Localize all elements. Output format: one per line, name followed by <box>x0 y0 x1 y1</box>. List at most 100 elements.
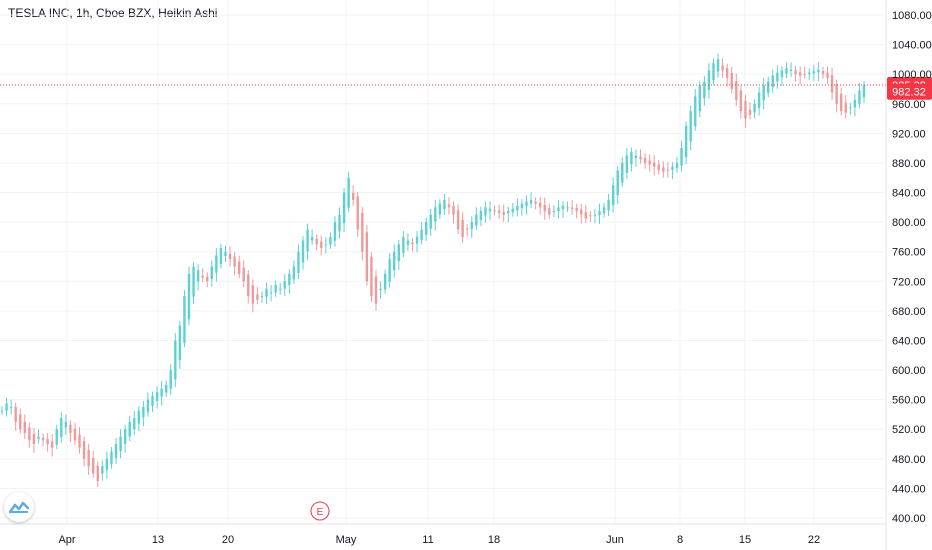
y-tick-label: 520.00 <box>892 424 926 436</box>
candle-body <box>830 75 834 93</box>
candle-body <box>762 85 765 101</box>
candle-body <box>666 169 670 171</box>
x-tick-label: Apr <box>58 534 75 546</box>
candle-body <box>196 270 200 282</box>
candle-body <box>780 70 784 78</box>
candle-body <box>835 83 838 104</box>
candle-body <box>475 214 478 226</box>
candle-body <box>739 90 743 112</box>
candle-body <box>324 244 328 246</box>
candle-body <box>662 167 665 172</box>
candle-body <box>789 69 793 72</box>
candle-body <box>210 266 213 280</box>
candle-body <box>242 267 245 282</box>
candle-body <box>493 210 496 212</box>
candle-body <box>256 294 259 300</box>
candle-body <box>466 228 469 230</box>
candle-body <box>383 273 387 290</box>
y-tick-label: 440.00 <box>892 483 926 495</box>
candle-body <box>64 421 68 428</box>
candle-body <box>14 407 17 422</box>
candle-body <box>561 205 565 210</box>
candle-body <box>133 418 136 430</box>
x-tick-label: 13 <box>152 534 164 546</box>
candle-body <box>333 222 337 241</box>
candle-body <box>643 158 647 163</box>
x-tick-label: 15 <box>739 534 751 546</box>
candle-body <box>247 274 250 297</box>
candle-body <box>712 63 715 81</box>
x-tick-label: May <box>336 534 357 546</box>
y-tick-label: 960.00 <box>892 99 926 111</box>
y-tick-label: 640.00 <box>892 335 926 347</box>
candle-body <box>128 421 131 437</box>
candle-body <box>310 236 314 241</box>
candle-body <box>183 296 186 343</box>
x-tick-label: 20 <box>222 534 234 546</box>
candle-body <box>219 248 223 265</box>
x-tick-label: 22 <box>808 534 820 546</box>
candle-body <box>589 215 592 217</box>
candle-body <box>552 211 556 213</box>
candle-body <box>721 65 724 71</box>
candle-body <box>844 102 847 113</box>
candle-body <box>648 160 651 165</box>
y-tick-label: 720.00 <box>892 276 926 288</box>
candle-body <box>849 107 852 109</box>
candle-body <box>329 236 332 245</box>
candle-body <box>123 429 127 444</box>
candle-body <box>279 288 282 290</box>
earnings-marker-icon <box>310 501 330 521</box>
candle-body <box>69 424 72 433</box>
x-tick-label: 8 <box>677 534 683 546</box>
candle-body <box>28 427 31 441</box>
candle-body <box>60 418 63 437</box>
y-tick-label: 760.00 <box>892 247 926 259</box>
candle-body <box>288 273 291 286</box>
candle-body <box>110 451 113 465</box>
candle-body <box>50 441 54 448</box>
candle-body <box>105 458 109 470</box>
candle-body <box>611 185 615 206</box>
candle-body <box>351 192 355 200</box>
candle-body <box>137 410 141 424</box>
candle-body <box>507 211 510 214</box>
candle-body <box>767 81 770 93</box>
candle-body <box>37 436 40 439</box>
tradingview-logo-icon[interactable] <box>4 492 34 522</box>
candle-body <box>461 219 464 237</box>
candle-body <box>748 109 752 115</box>
candle-body <box>520 203 524 209</box>
candle-body <box>19 414 22 430</box>
candle-body <box>771 75 774 88</box>
y-tick-label: 1000.00 <box>892 69 932 81</box>
candle-body <box>675 162 679 169</box>
candle-body <box>146 399 150 413</box>
y-tick-label: 840.00 <box>892 188 926 200</box>
y-tick-label: 680.00 <box>892 306 926 318</box>
candle-body <box>625 155 629 173</box>
candle-body <box>725 67 729 78</box>
candle-body <box>315 238 318 245</box>
candle-body <box>434 207 437 222</box>
candle-body <box>251 285 255 304</box>
candle-body <box>452 205 455 215</box>
candle-body <box>297 251 300 273</box>
candle-body <box>41 437 45 441</box>
candle-body <box>516 205 519 211</box>
y-tick-label: 600.00 <box>892 365 926 377</box>
candle-body <box>174 340 177 380</box>
candle-body <box>274 284 277 293</box>
candle-body <box>511 208 515 213</box>
candle-body <box>803 73 806 75</box>
candle-body <box>370 256 373 297</box>
candle-body <box>237 261 241 274</box>
candle-body <box>808 72 811 75</box>
candle-body <box>320 241 323 249</box>
candle-body <box>415 236 419 244</box>
candle-body <box>858 90 861 104</box>
candle-body <box>206 276 209 282</box>
candle-body <box>301 240 305 263</box>
